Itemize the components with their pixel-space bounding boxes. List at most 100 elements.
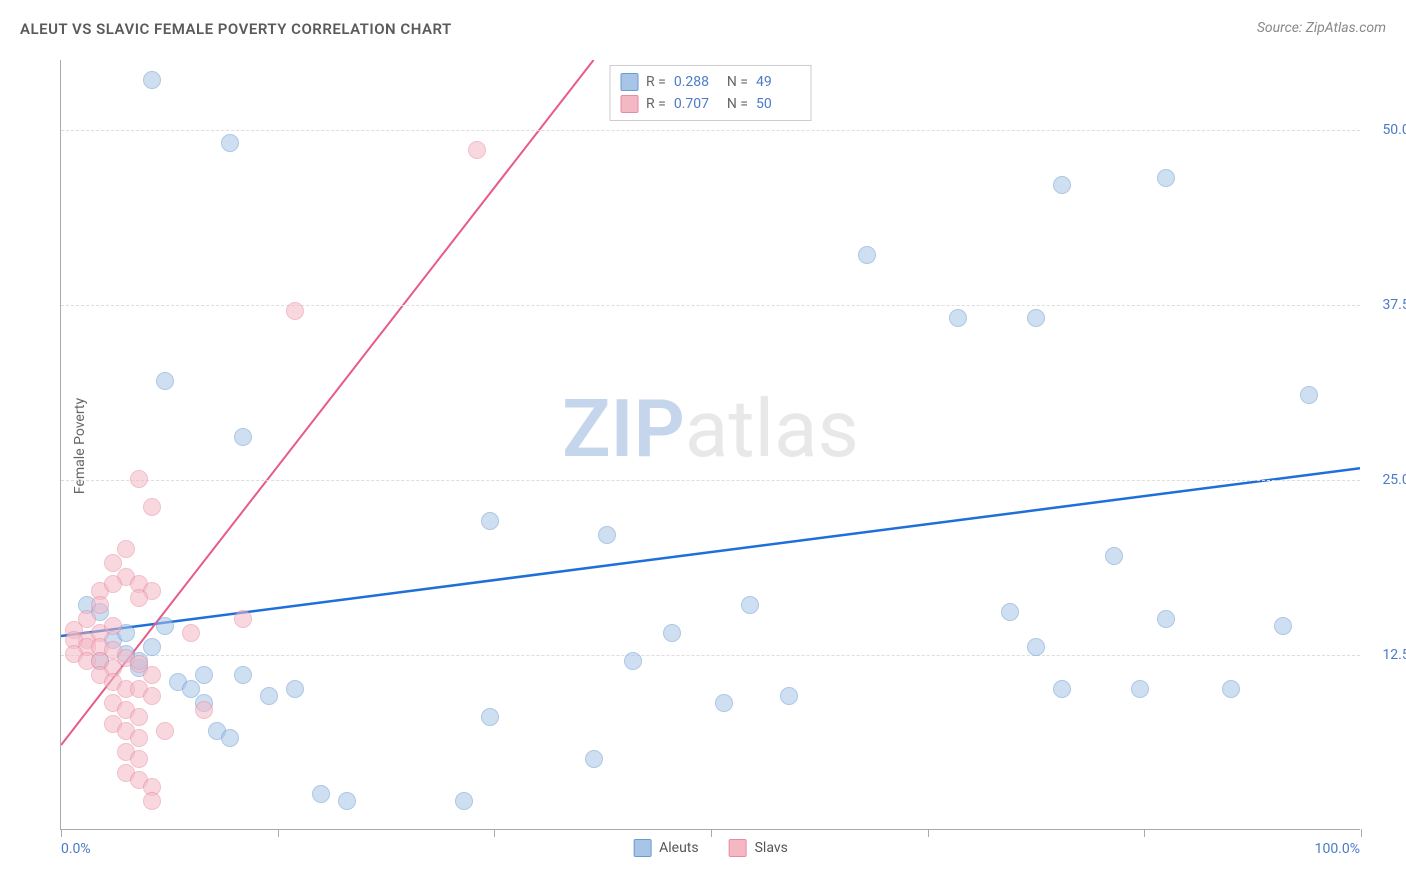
swatch-slavs-icon bbox=[729, 839, 747, 857]
gridline bbox=[61, 305, 1360, 306]
x-tick bbox=[711, 829, 712, 837]
x-tick bbox=[928, 829, 929, 837]
n-value-slavs: 50 bbox=[756, 96, 801, 112]
data-point bbox=[1001, 603, 1019, 621]
watermark-atlas: atlas bbox=[685, 382, 859, 476]
gridline bbox=[61, 655, 1360, 656]
watermark: ZIPatlas bbox=[562, 382, 859, 476]
data-point bbox=[143, 666, 161, 684]
gridline bbox=[61, 480, 1360, 481]
y-tick-label: 50.0% bbox=[1365, 122, 1406, 138]
legend-bottom: Aleuts Slavs bbox=[633, 839, 788, 857]
n-label: N = bbox=[727, 96, 748, 112]
data-point bbox=[286, 680, 304, 698]
swatch-aleuts-icon bbox=[620, 73, 638, 91]
swatch-aleuts-icon bbox=[633, 839, 651, 857]
data-point bbox=[1131, 680, 1149, 698]
data-point bbox=[91, 596, 109, 614]
data-point bbox=[1222, 680, 1240, 698]
chart-container: ALEUT VS SLAVIC FEMALE POVERTY CORRELATI… bbox=[20, 20, 1386, 872]
data-point bbox=[858, 246, 876, 264]
legend-label-aleuts: Aleuts bbox=[659, 840, 698, 856]
data-point bbox=[143, 638, 161, 656]
data-point bbox=[104, 617, 122, 635]
data-point bbox=[1157, 610, 1175, 628]
source-attribution: Source: ZipAtlas.com bbox=[1257, 20, 1386, 36]
x-tick bbox=[1361, 829, 1362, 837]
r-label: R = bbox=[646, 96, 666, 112]
data-point bbox=[585, 750, 603, 768]
data-point bbox=[286, 302, 304, 320]
r-label: R = bbox=[646, 74, 666, 90]
data-point bbox=[234, 428, 252, 446]
data-point bbox=[104, 575, 122, 593]
data-point bbox=[312, 785, 330, 803]
x-axis-min-label: 0.0% bbox=[61, 841, 91, 857]
swatch-slavs-icon bbox=[620, 95, 638, 113]
data-point bbox=[156, 722, 174, 740]
data-point bbox=[1053, 176, 1071, 194]
data-point bbox=[143, 792, 161, 810]
watermark-zip: ZIP bbox=[562, 382, 685, 476]
x-axis-max-label: 100.0% bbox=[1315, 841, 1360, 857]
data-point bbox=[130, 729, 148, 747]
x-tick bbox=[494, 829, 495, 837]
data-point bbox=[1157, 169, 1175, 187]
data-point bbox=[156, 372, 174, 390]
stats-row-aleuts: R = 0.288 N = 49 bbox=[620, 71, 801, 93]
n-value-aleuts: 49 bbox=[756, 74, 801, 90]
y-tick-label: 37.5% bbox=[1365, 297, 1406, 313]
data-point bbox=[624, 652, 642, 670]
data-point bbox=[195, 701, 213, 719]
stats-legend-box: R = 0.288 N = 49 R = 0.707 N = 50 bbox=[609, 65, 812, 121]
data-point bbox=[156, 617, 174, 635]
data-point bbox=[1105, 547, 1123, 565]
data-point bbox=[234, 610, 252, 628]
data-point bbox=[468, 141, 486, 159]
data-point bbox=[143, 687, 161, 705]
data-point bbox=[1027, 638, 1045, 656]
x-tick bbox=[278, 829, 279, 837]
data-point bbox=[338, 792, 356, 810]
x-tick bbox=[1144, 829, 1145, 837]
data-point bbox=[663, 624, 681, 642]
gridline bbox=[61, 130, 1360, 131]
data-point bbox=[260, 687, 278, 705]
data-point bbox=[117, 540, 135, 558]
data-point bbox=[1027, 309, 1045, 327]
data-point bbox=[195, 666, 213, 684]
data-point bbox=[1053, 680, 1071, 698]
legend-label-slavs: Slavs bbox=[755, 840, 788, 856]
data-point bbox=[182, 624, 200, 642]
data-point bbox=[130, 708, 148, 726]
stats-row-slavs: R = 0.707 N = 50 bbox=[620, 93, 801, 115]
data-point bbox=[481, 512, 499, 530]
legend-item-slavs: Slavs bbox=[729, 839, 788, 857]
data-point bbox=[1300, 386, 1318, 404]
data-point bbox=[221, 729, 239, 747]
data-point bbox=[741, 596, 759, 614]
y-tick-label: 12.5% bbox=[1365, 647, 1406, 663]
trend-line bbox=[61, 60, 594, 745]
data-point bbox=[1274, 617, 1292, 635]
data-point bbox=[234, 666, 252, 684]
data-point bbox=[130, 470, 148, 488]
data-point bbox=[598, 526, 616, 544]
data-point bbox=[143, 71, 161, 89]
data-point bbox=[455, 792, 473, 810]
data-point bbox=[221, 134, 239, 152]
n-label: N = bbox=[727, 74, 748, 90]
r-value-aleuts: 0.288 bbox=[674, 74, 719, 90]
y-tick-label: 25.0% bbox=[1365, 472, 1406, 488]
chart-title: ALEUT VS SLAVIC FEMALE POVERTY CORRELATI… bbox=[20, 20, 452, 38]
legend-item-aleuts: Aleuts bbox=[633, 839, 698, 857]
r-value-slavs: 0.707 bbox=[674, 96, 719, 112]
data-point bbox=[481, 708, 499, 726]
data-point bbox=[130, 750, 148, 768]
plot-area: ZIPatlas R = 0.288 N = 49 R = 0.707 N = … bbox=[60, 60, 1360, 830]
data-point bbox=[780, 687, 798, 705]
data-point bbox=[130, 589, 148, 607]
data-point bbox=[143, 498, 161, 516]
x-tick bbox=[61, 829, 62, 837]
data-point bbox=[715, 694, 733, 712]
